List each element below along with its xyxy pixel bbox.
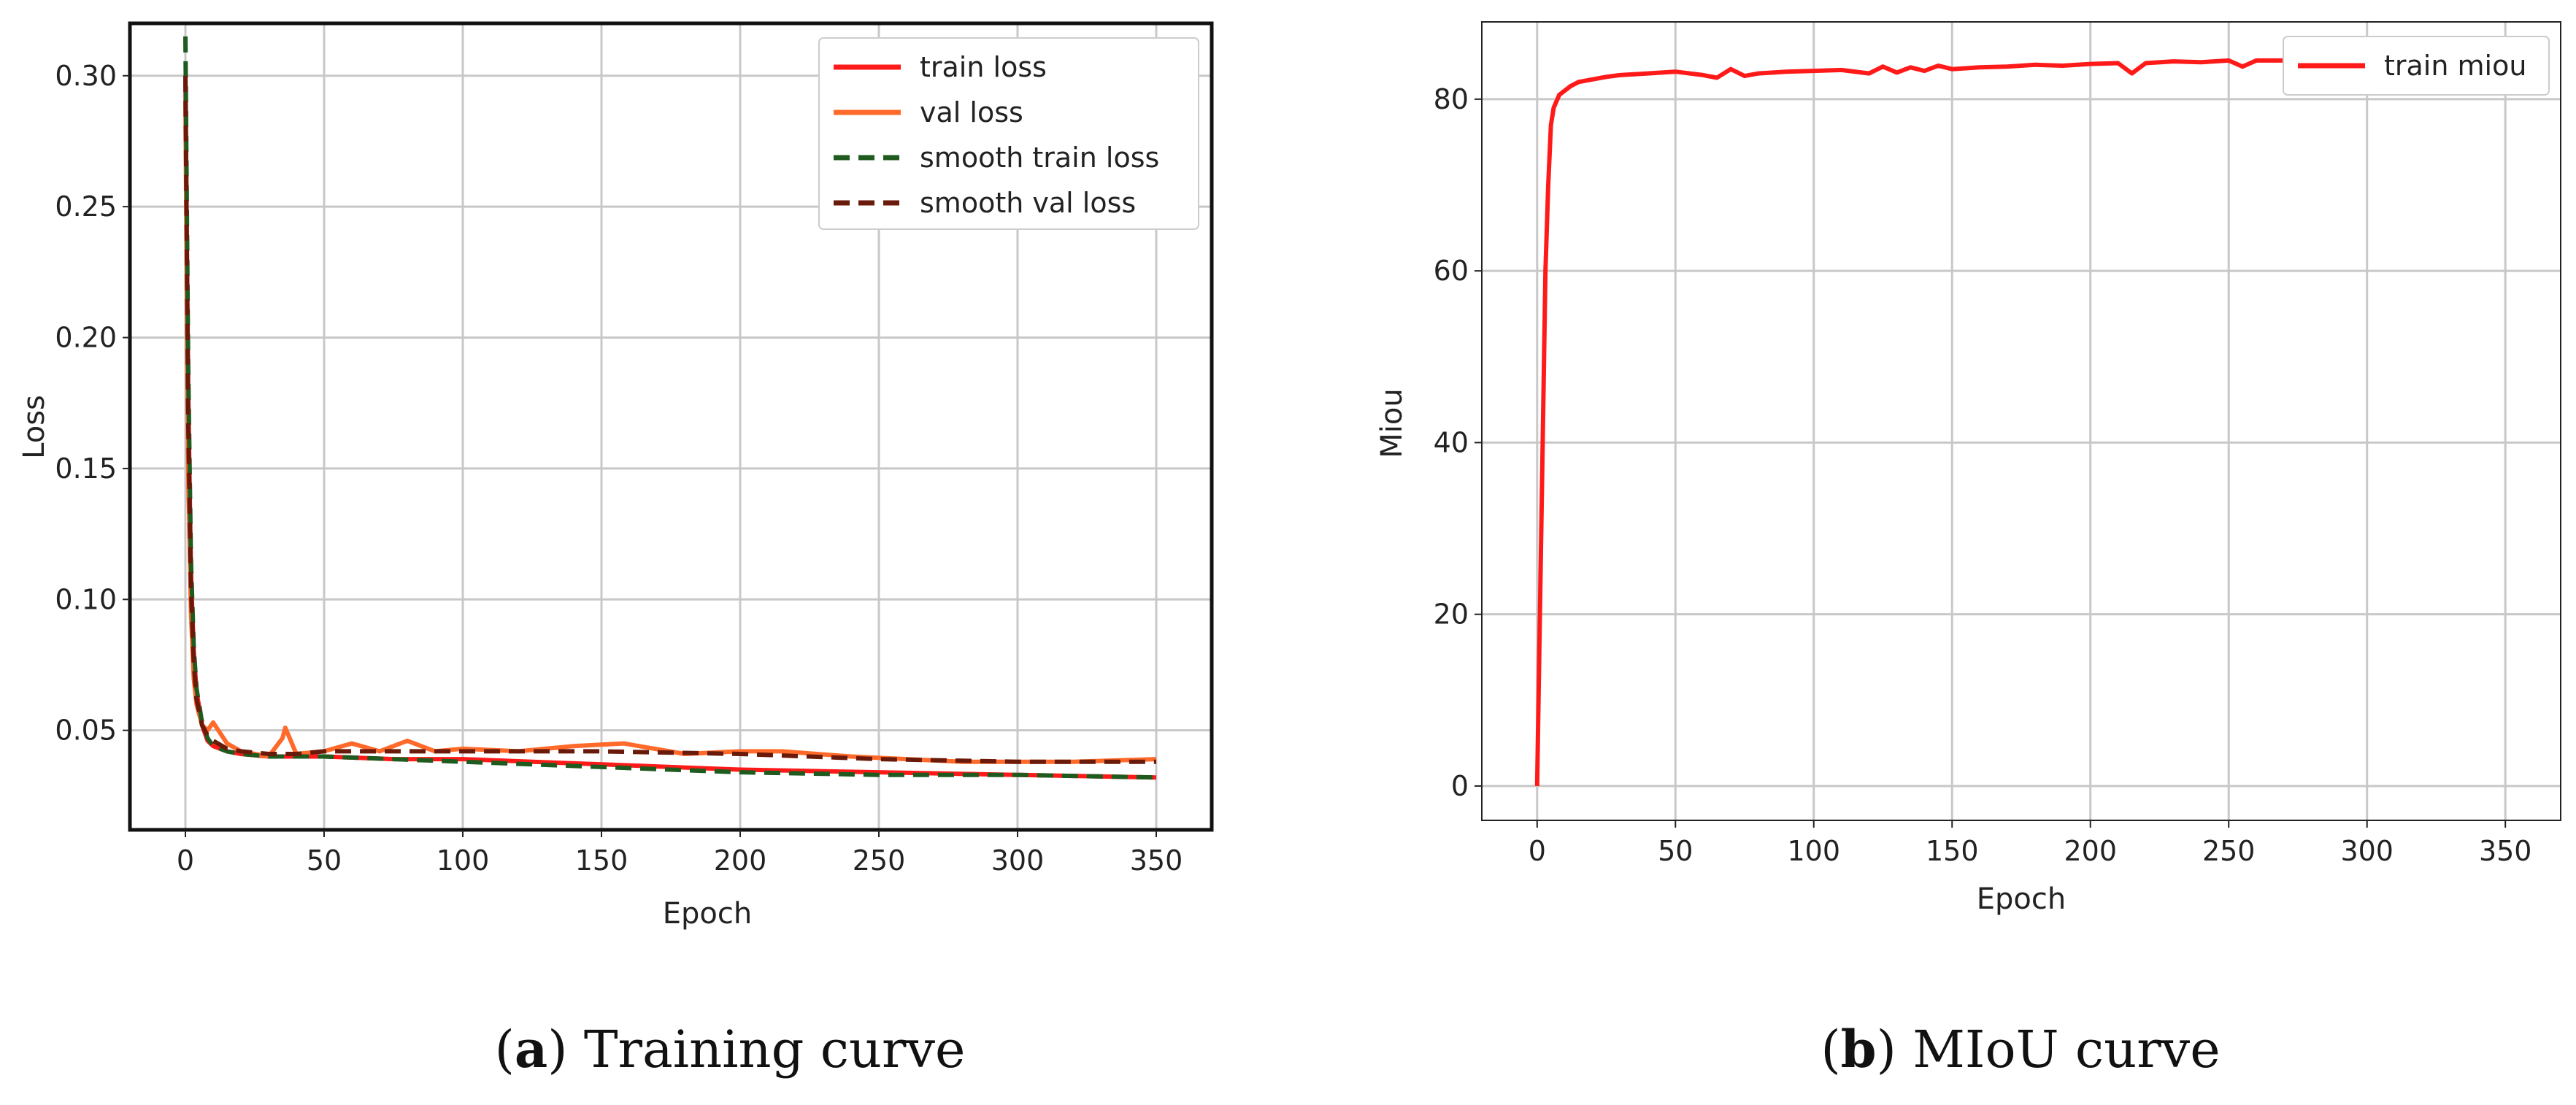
x-tick-label: 300 (991, 844, 1045, 877)
legend-box (2283, 36, 2550, 96)
tick-labels: 0 50 100 150 200 250 300 350 0.05 0.10 0.15 0.20 0.2… (55, 60, 1183, 877)
caption-b: (b) MIoU curve (1820, 1019, 2220, 1079)
x-axis-label: Epoch (663, 897, 752, 931)
y-tick-label: 0.15 (55, 453, 117, 485)
y-tick-label: 20 (1434, 598, 1469, 631)
y-tick-label: 80 (1434, 83, 1469, 115)
x-tick-label: 100 (1788, 835, 1841, 867)
x-tick-label: 50 (307, 844, 342, 877)
x-tick-label: 0 (1529, 835, 1546, 867)
y-tick-label: 0.05 (55, 715, 117, 747)
legend-label: train miou (2384, 50, 2526, 82)
miou-chart: 0 50 100 150 200 250 300 350 0 20 40 60 80 Epoch Mio… (1375, 21, 2561, 916)
x-tick-label: 150 (1926, 835, 1979, 867)
legend-label: smooth train loss (920, 142, 1159, 174)
caption-a: (a) Training curve (495, 1019, 966, 1079)
caption-a-text: Training curve (584, 1020, 966, 1079)
y-axis-label: Loss (18, 395, 51, 459)
plot-area (1482, 22, 2561, 820)
tick-labels: 0 50 100 150 200 250 300 350 0 20 40 60 80 (1434, 83, 2532, 867)
series-line-smooth-val-loss (183, 75, 1156, 764)
y-tick-label: 0.20 (55, 322, 117, 354)
legend-box (818, 37, 1199, 230)
x-tick-label: 300 (2340, 835, 2394, 867)
y-tick-label: 0 (1451, 770, 1469, 802)
x-tick-label: 100 (437, 844, 490, 877)
x-axis-label: Epoch (1977, 882, 2066, 916)
y-tick-label: 0.10 (55, 583, 117, 615)
plot-frame (128, 21, 1214, 832)
legend: train miou (2283, 36, 2550, 96)
x-tick-label: 250 (853, 844, 906, 877)
series-lines (183, 36, 1157, 780)
x-tick-label: 350 (2479, 835, 2532, 867)
legend: train loss val loss smooth train loss smoot… (818, 37, 1199, 230)
x-tick-label: 0 (177, 844, 194, 877)
plot-frame (1481, 21, 2561, 821)
legend-label: smooth val loss (920, 187, 1136, 219)
legend-label: train loss (920, 51, 1047, 83)
caption-b-letter: b (1841, 1019, 1877, 1079)
y-tick-label: 60 (1434, 255, 1469, 287)
grid (1482, 22, 2561, 820)
x-tick-label: 200 (714, 844, 767, 877)
x-tick-label: 250 (2202, 835, 2256, 867)
y-tick-label: 40 (1434, 426, 1469, 458)
x-tick-label: 150 (575, 844, 628, 877)
y-tick-label: 0.30 (55, 60, 117, 92)
x-tick-label: 350 (1130, 844, 1183, 877)
training-loss-chart: 0 50 100 150 200 250 300 350 0.05 0.10 0.15 0.20 0.2… (18, 21, 1214, 931)
caption-a-letter: a (515, 1019, 547, 1079)
x-tick-label: 200 (2064, 835, 2117, 867)
series-line-smooth-train-loss (183, 36, 1157, 780)
caption-b-text: MIoU curve (1912, 1020, 2220, 1079)
series-lines (1534, 55, 2506, 786)
series-line-train-miou (1534, 55, 2506, 786)
y-axis-label: Miou (1375, 388, 1409, 458)
legend-label: val loss (920, 96, 1023, 128)
y-tick-label: 0.25 (55, 190, 117, 223)
x-tick-label: 50 (1658, 835, 1693, 867)
